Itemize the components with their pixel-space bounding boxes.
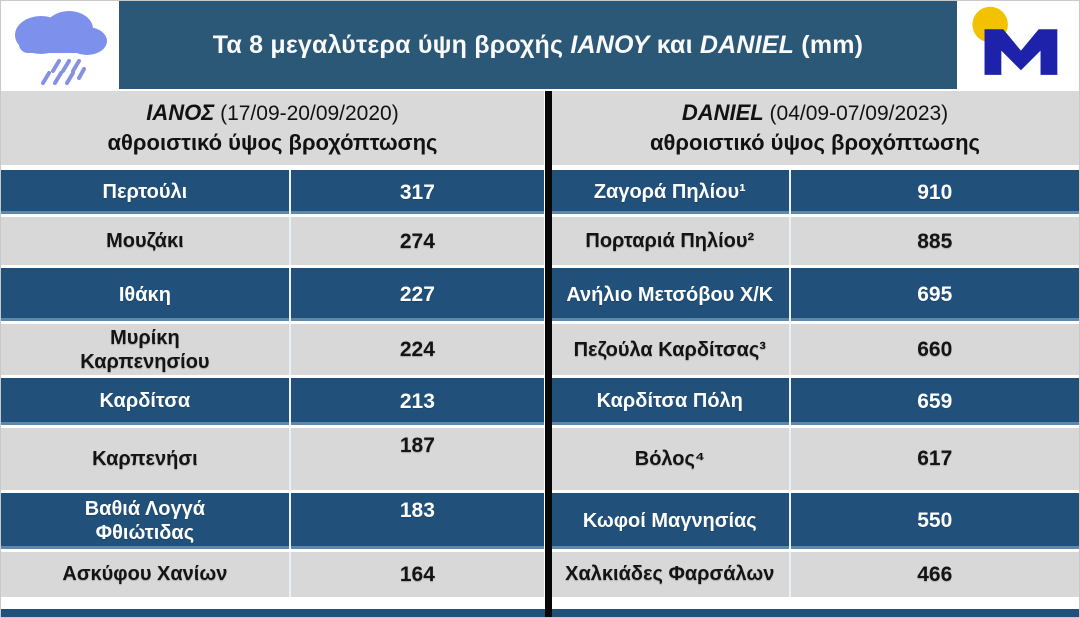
table-row: Χαλκιάδες Φαρσάλων 466	[550, 551, 1079, 597]
rainfall-value: 274	[288, 217, 544, 266]
storm-name-ianos: ΙΑΝΟΣ	[146, 99, 215, 125]
storm-dates-daniel: (04/09-07/09/2023)	[763, 101, 949, 125]
rainfall-value: 164	[288, 551, 544, 597]
table-row: Πεζούλα Καρδίτσας³ 660	[550, 324, 1079, 375]
rainfall-value: 550	[788, 492, 1079, 549]
rainfall-value: 183	[288, 492, 544, 549]
table-row: Μουζάκι 274	[1, 217, 544, 266]
table-daniel-title: DANIEL (04/09-07/09/2023)	[682, 98, 948, 128]
table-row: Καρπενήσι 187	[1, 427, 544, 490]
rainfall-value: 224	[288, 324, 544, 375]
station-name: Περτούλι	[102, 181, 188, 204]
meteo-logo-box	[957, 1, 1079, 91]
rainfall-value: 660	[788, 324, 1079, 375]
table-row: Ανήλιο Μετσόβου Χ/Κ 695	[550, 268, 1079, 322]
meteo-m-logo-icon	[971, 6, 1057, 75]
footer-strip	[1, 609, 1079, 617]
header: Τα 8 μεγαλύτερα ύψη βροχής ΙΑΝΟΥ και DAN…	[1, 1, 1079, 91]
station-name: Ιθάκη	[118, 283, 171, 306]
table-row: Ασκύφου Χανίων 164	[1, 551, 544, 597]
table-ianos: ΙΑΝΟΣ (17/09-20/09/2020) αθροιστικό ύψος…	[1, 91, 544, 609]
rainfall-value: 317	[288, 170, 544, 215]
page-title-storm2: DANIEL	[699, 30, 795, 59]
station-name: Ασκύφου Χανίων	[62, 563, 228, 586]
rainfall-value: 466	[788, 551, 1079, 597]
rainfall-value: 617	[788, 427, 1079, 490]
table-row: Καρδίτσα Πόλη 659	[550, 377, 1079, 425]
tables-body: ΙΑΝΟΣ (17/09-20/09/2020) αθροιστικό ύψος…	[1, 91, 1079, 609]
page-title-connector: και	[649, 30, 700, 59]
rainfall-value: 659	[788, 377, 1079, 425]
center-divider	[545, 91, 552, 617]
rainfall-value: 213	[288, 377, 544, 425]
table-row: Περτούλι 317	[1, 170, 544, 215]
station-name: Ζαγορά Πηλίου¹	[593, 181, 746, 204]
storm-dates-ianos: (17/09-20/09/2020)	[214, 101, 399, 125]
table-daniel-header: DANIEL (04/09-07/09/2023) αθροιστικό ύψο…	[550, 91, 1079, 167]
rain-cloud-icon	[14, 11, 107, 85]
rainfall-value: 695	[788, 268, 1079, 322]
table-row: Πορταριά Πηλίου² 885	[550, 217, 1079, 266]
station-name: Βαθιά Λογγά Φθιώτιδας	[84, 497, 206, 544]
rainfall-value: 885	[788, 217, 1079, 266]
table-ianos-title: ΙΑΝΟΣ (17/09-20/09/2020)	[146, 98, 398, 128]
station-name: Κωφοί Μαγνησίας	[582, 509, 757, 532]
table-daniel: DANIEL (04/09-07/09/2023) αθροιστικό ύψο…	[550, 91, 1079, 609]
station-name: Μουζάκι	[106, 230, 184, 253]
station-name: Ανήλιο Μετσόβου Χ/Κ	[566, 283, 774, 306]
table-row: Ιθάκη 227	[1, 268, 544, 322]
station-name: Χαλκιάδες Φαρσάλων	[565, 563, 775, 586]
table-row: Καρδίτσα 213	[1, 377, 544, 425]
table-row: Κωφοί Μαγνησίας 550	[550, 492, 1079, 549]
table-row: Βαθιά Λογγά Φθιώτιδας 183	[1, 492, 544, 549]
storm-name-daniel: DANIEL	[681, 99, 764, 125]
table-row: Βόλος⁴ 617	[550, 427, 1079, 490]
title-bar: Τα 8 μεγαλύτερα ύψη βροχής ΙΑΝΟΥ και DAN…	[119, 1, 957, 91]
station-name: Μυρίκη Καρπενησίου	[80, 326, 210, 373]
table-daniel-subtitle: αθροιστικό ύψος βροχόπτωσης	[650, 130, 980, 156]
table-daniel-rows: Ζαγορά Πηλίου¹ 910 Πορταριά Πηλίου² 885 …	[550, 167, 1079, 597]
rain-cloud-icon-box	[1, 1, 119, 91]
rainfall-value: 187	[288, 427, 544, 490]
station-name: Καρδίτσα Πόλη	[596, 390, 743, 413]
table-row: Ζαγορά Πηλίου¹ 910	[550, 170, 1079, 215]
table-row: Μυρίκη Καρπενησίου 224	[1, 324, 544, 375]
rainfall-value: 227	[288, 268, 544, 322]
rainfall-value: 910	[788, 170, 1079, 215]
station-name: Καρπενήσι	[92, 447, 198, 470]
page-title-storm1: ΙΑΝΟΥ	[570, 30, 650, 59]
station-name: Καρδίτσα	[99, 390, 191, 413]
station-name: Πεζούλα Καρδίτσας³	[573, 338, 766, 361]
table-ianos-header: ΙΑΝΟΣ (17/09-20/09/2020) αθροιστικό ύψος…	[1, 91, 544, 167]
station-name: Βόλος⁴	[634, 447, 705, 470]
table-ianos-rows: Περτούλι 317 Μουζάκι 274 Ιθάκη 227 Μυρίκ…	[1, 167, 544, 597]
page-title-prefix: Τα 8 μεγαλύτερα ύψη βροχής	[212, 30, 571, 59]
table-ianos-subtitle: αθροιστικό ύψος βροχόπτωσης	[107, 130, 438, 156]
station-name: Πορταριά Πηλίου²	[585, 230, 755, 253]
page-title-suffix: (mm)	[794, 30, 864, 59]
